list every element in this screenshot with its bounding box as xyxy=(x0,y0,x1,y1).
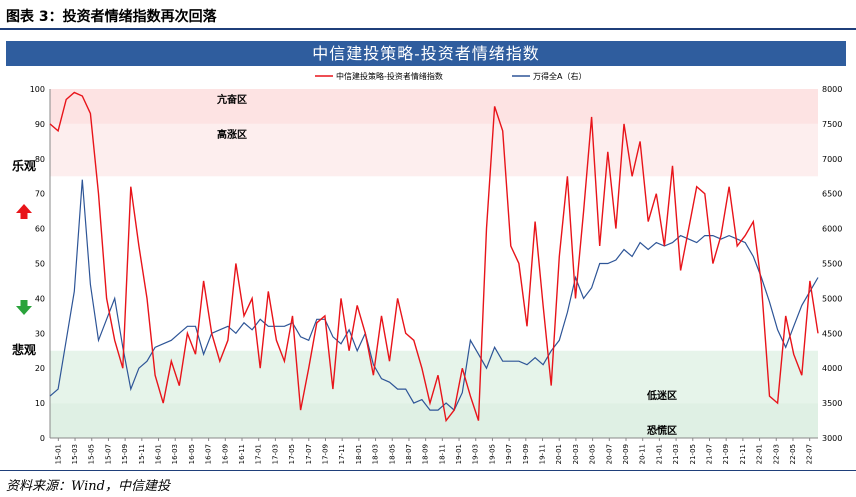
right-y-tick-label: 7000 xyxy=(822,155,842,164)
x-tick-label: 16-01 xyxy=(155,444,163,464)
left-y-ticks: 0 10 20 30 40 50 60 70 80 90 100 xyxy=(30,85,45,443)
x-ticks: 15-01 15-03 15-05 15-07 15-09 15-11 16-01 16-03… xyxy=(54,438,814,464)
left-y-tick-label: 50 xyxy=(35,260,45,269)
x-tick-label: 21-03 xyxy=(672,444,680,464)
x-tick-label: 19-03 xyxy=(472,444,480,464)
left-y-tick-label: 60 xyxy=(35,225,45,234)
zone-band-1 xyxy=(50,123,818,177)
x-tick-label: 21-01 xyxy=(655,444,663,464)
x-tick-label: 16-09 xyxy=(221,444,229,464)
x-tick-label: 18-07 xyxy=(405,444,413,464)
left-y-tick-label: 100 xyxy=(30,85,45,94)
zone-band-0 xyxy=(50,89,818,124)
x-tick-label: 15-07 xyxy=(104,444,112,464)
x-tick-label: 15-01 xyxy=(54,444,62,464)
legend-label-index: 万得全A（右） xyxy=(533,71,586,81)
right-y-tick-label: 6500 xyxy=(822,190,842,199)
x-tick-label: 18-11 xyxy=(438,444,446,464)
zone-label: 恐慌区 xyxy=(647,424,677,437)
x-tick-label: 15-11 xyxy=(138,444,146,464)
right-y-tick-label: 3000 xyxy=(822,434,842,443)
right-y-tick-label: 6000 xyxy=(822,225,842,234)
x-tick-label: 16-07 xyxy=(205,444,213,464)
x-tick-label: 17-09 xyxy=(321,444,329,464)
up-arrow-icon xyxy=(16,204,32,219)
x-tick-label: 21-05 xyxy=(689,444,697,464)
x-tick-label: 18-03 xyxy=(372,444,380,464)
x-tick-label: 15-03 xyxy=(71,444,79,464)
right-y-tick-label: 5500 xyxy=(822,260,842,269)
x-tick-label: 17-03 xyxy=(271,444,279,464)
x-tick-label: 15-09 xyxy=(121,444,129,464)
left-y-tick-label: 30 xyxy=(35,329,45,338)
x-tick-label: 22-01 xyxy=(756,444,764,464)
x-tick-label: 20-09 xyxy=(622,444,630,464)
source-rule xyxy=(0,470,856,471)
x-tick-label: 22-07 xyxy=(806,444,814,464)
chart-legend: 中信建投策略-投资者情绪指数 万得全A（右） xyxy=(315,71,586,81)
x-tick-label: 19-07 xyxy=(505,444,513,464)
left-y-tick-label: 20 xyxy=(35,364,45,373)
x-tick-label: 20-07 xyxy=(605,444,613,464)
x-tick-label: 18-01 xyxy=(355,444,363,464)
source-note: 资料来源：Wind，中信建投 xyxy=(6,479,170,494)
x-tick-label: 18-05 xyxy=(388,444,396,464)
zone-bands xyxy=(50,89,818,438)
left-y-tick-label: 0 xyxy=(40,434,45,443)
x-tick-label: 17-01 xyxy=(255,444,263,464)
right-y-ticks: 3000 3500 4000 4500 5000 5500 6000 6500 7000 7500… xyxy=(822,85,842,443)
x-tick-label: 16-03 xyxy=(171,444,179,464)
figure-title: 图表 3：投资者情绪指数再次回落 xyxy=(6,9,217,25)
side-labels: 乐观 悲观 xyxy=(12,158,36,357)
down-arrow-icon xyxy=(16,300,32,315)
x-tick-label: 19-11 xyxy=(539,444,547,464)
left-y-tick-label: 90 xyxy=(35,120,45,129)
zone-label: 低迷区 xyxy=(646,389,677,402)
x-tick-label: 22-05 xyxy=(789,444,797,464)
title-rule xyxy=(0,28,856,30)
legend-label-sentiment: 中信建投策略-投资者情绪指数 xyxy=(336,71,443,81)
x-tick-label: 21-09 xyxy=(722,444,730,464)
x-tick-label: 17-07 xyxy=(305,444,313,464)
x-tick-label: 19-01 xyxy=(455,444,463,464)
zone-label: 高涨区 xyxy=(217,128,247,141)
right-y-tick-label: 7500 xyxy=(822,120,842,129)
x-tick-label: 20-11 xyxy=(639,444,647,464)
x-tick-label: 20-03 xyxy=(572,444,580,464)
zone-label: 亢奋区 xyxy=(217,93,247,106)
right-y-tick-label: 4500 xyxy=(822,329,842,338)
zone-band-2 xyxy=(50,350,818,404)
left-y-tick-label: 10 xyxy=(35,399,45,408)
right-y-tick-label: 8000 xyxy=(822,85,842,94)
right-y-tick-label: 4000 xyxy=(822,364,842,373)
left-y-tick-label: 80 xyxy=(35,155,45,164)
x-tick-label: 20-01 xyxy=(555,444,563,464)
x-tick-label: 20-05 xyxy=(589,444,597,464)
x-tick-label: 22-03 xyxy=(772,444,780,464)
chart-banner: 中信建投策略-投资者情绪指数 xyxy=(6,41,846,66)
zone-band-3 xyxy=(50,403,818,438)
x-tick-label: 16-11 xyxy=(238,444,246,464)
left-y-tick-label: 40 xyxy=(35,294,45,303)
left-y-tick-label: 70 xyxy=(35,190,45,199)
x-tick-label: 16-05 xyxy=(188,444,196,464)
x-tick-label: 21-07 xyxy=(705,444,713,464)
x-tick-label: 15-05 xyxy=(88,444,96,464)
x-tick-label: 18-09 xyxy=(422,444,430,464)
x-tick-label: 21-11 xyxy=(739,444,747,464)
optimistic-label: 乐观 xyxy=(12,158,36,173)
series-line-sentiment xyxy=(49,91,819,423)
x-tick-label: 19-05 xyxy=(488,444,496,464)
series-line-wind-all-a xyxy=(49,179,819,412)
x-tick-label: 17-11 xyxy=(338,444,346,464)
right-y-tick-label: 5000 xyxy=(822,294,842,303)
x-tick-label: 17-05 xyxy=(288,444,296,464)
x-tick-label: 19-09 xyxy=(522,444,530,464)
right-y-tick-label: 3500 xyxy=(822,399,842,408)
pessimistic-label: 悲观 xyxy=(12,342,36,357)
